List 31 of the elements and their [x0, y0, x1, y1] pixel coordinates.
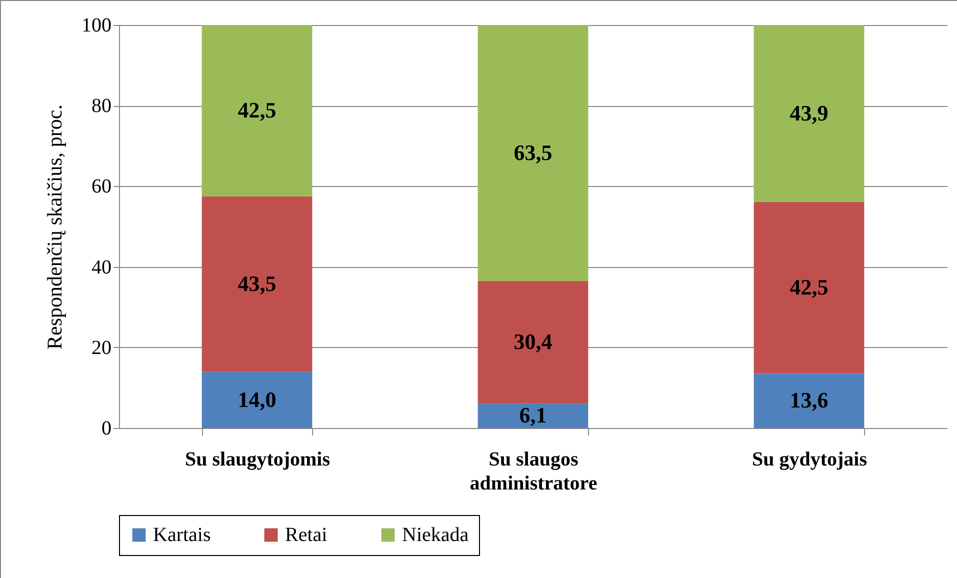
y-tick-label: 100 [82, 14, 112, 36]
legend-label: Kartais [153, 524, 211, 546]
y-tick-label: 0 [102, 418, 112, 440]
bar [202, 25, 312, 196]
bar [754, 202, 864, 374]
data-label: 30,4 [514, 329, 552, 354]
legend-label: Retai [285, 524, 328, 546]
data-label: 13,6 [790, 388, 828, 413]
data-label: 14,0 [238, 386, 276, 412]
y-tick-label: 20 [92, 336, 112, 359]
y-axis-title: Respondenčių skaičius, proc. [42, 104, 66, 350]
y-tick-label: 80 [92, 95, 112, 118]
y-tick-label: 40 [92, 256, 112, 278]
y-tick-label: 60 [92, 176, 112, 198]
data-label: 43,9 [790, 100, 828, 126]
bar [478, 403, 588, 428]
x-tick-label: Su gydytojais [752, 448, 868, 470]
bar [202, 196, 312, 372]
bar [478, 25, 588, 281]
x-tick-label: Su slaugos administratore [470, 448, 598, 494]
bar [478, 280, 588, 404]
data-label: 43,5 [238, 270, 276, 296]
data-label: 63,5 [514, 140, 552, 165]
bar [754, 25, 864, 202]
bar [202, 372, 312, 428]
legend-label: Niekada [402, 524, 469, 546]
bar [754, 373, 864, 428]
data-label: 42,5 [238, 98, 276, 123]
data-label: 42,5 [790, 274, 828, 300]
data-label: 6,1 [519, 402, 547, 428]
x-tick-label: Su slaugytojomis [184, 448, 330, 470]
